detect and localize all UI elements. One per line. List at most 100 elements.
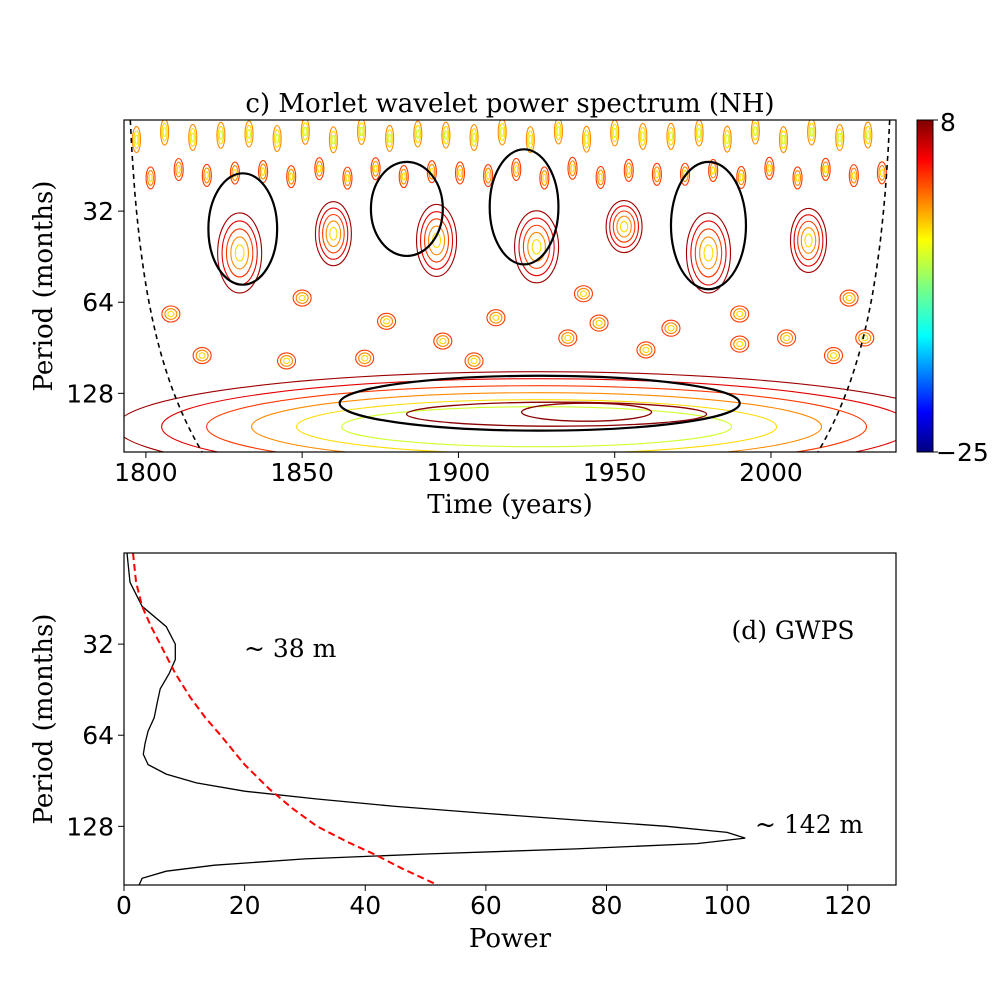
contour-ring <box>556 126 561 136</box>
contour-band <box>124 371 896 452</box>
contour-ring <box>442 125 450 145</box>
coi-right <box>817 120 891 452</box>
contour-ring <box>188 123 198 151</box>
contour-ring <box>576 287 590 300</box>
colorbar <box>916 119 934 453</box>
contour-ring <box>361 355 369 362</box>
contour-ring <box>279 355 294 367</box>
coi-left <box>129 120 203 452</box>
contour-ring <box>767 164 772 173</box>
contour-ring <box>282 357 291 365</box>
contour-ring <box>272 124 282 153</box>
contour-ring <box>823 346 844 365</box>
contour-ring <box>470 357 478 365</box>
contour-ring <box>654 170 659 179</box>
colorbar-min-label: −25 <box>936 438 989 467</box>
wavelet-panel: c) Morlet wavelet power spectrum (NH) 18… <box>29 89 989 520</box>
contour-ring <box>428 225 446 256</box>
contour-ring <box>527 130 534 149</box>
contour-ring <box>876 161 887 185</box>
wavelet-x-tick-label: 1800 <box>114 458 178 487</box>
gwps-lines <box>126 553 746 885</box>
contour-ring <box>358 122 365 141</box>
contour-ring <box>314 201 352 267</box>
contour-ring <box>286 165 297 189</box>
contour-ring <box>376 312 397 330</box>
contour-ring <box>295 292 309 304</box>
contour-ring <box>619 220 629 233</box>
contour-ring <box>225 228 254 278</box>
contour-ring <box>623 158 634 182</box>
contour-ring <box>783 334 791 342</box>
annotation-142m: ~ 142 m <box>755 810 864 839</box>
contour-ring <box>780 332 794 344</box>
contour-ring <box>612 210 636 243</box>
colorbar-max-label: 8 <box>940 108 956 137</box>
contour-ring <box>561 332 575 344</box>
contour-ring <box>414 124 422 144</box>
wavelet-y-tick-label: 32 <box>82 197 114 226</box>
contour-ring <box>667 127 675 146</box>
contour-ring <box>808 122 815 142</box>
gwps-x-tick-label: 120 <box>824 891 872 920</box>
contour-ring <box>273 129 281 148</box>
contour-ring <box>161 122 168 142</box>
contour-ring <box>722 125 732 153</box>
contour-ring <box>780 130 787 149</box>
contour-ring <box>837 132 842 143</box>
cone-of-influence <box>129 120 891 452</box>
wavelet-y-ticks: 32 64 128 <box>66 197 124 408</box>
contour-ring <box>653 166 661 183</box>
contour-ring <box>865 130 870 140</box>
contour-ring <box>845 294 853 302</box>
contour-ring <box>820 157 831 181</box>
contour-ring <box>372 160 380 177</box>
contour-ring <box>777 329 797 347</box>
contour-ring <box>595 319 603 327</box>
contour-ring <box>317 164 322 173</box>
contour-ring <box>525 126 535 154</box>
contour-ring <box>454 161 466 185</box>
significance-contour <box>669 160 748 291</box>
contour-ring <box>851 171 856 180</box>
significance-contour <box>338 374 741 432</box>
contour-ring <box>642 346 650 354</box>
contour-ring <box>328 126 338 154</box>
contour-ring <box>752 121 759 141</box>
contour-ring <box>221 220 258 286</box>
contour-ring <box>292 289 312 307</box>
contour-ring <box>679 162 691 186</box>
wavelet-y-tick-label: 64 <box>82 288 114 317</box>
contour-ring <box>850 167 858 184</box>
contour-ring <box>234 244 245 262</box>
contour-ring <box>724 129 731 149</box>
contour-ring <box>382 318 391 325</box>
contour-ring <box>216 121 226 149</box>
contour-ring <box>416 203 458 277</box>
contour-ring <box>878 164 886 181</box>
contour-ring <box>681 166 689 183</box>
contour-ring <box>592 317 606 329</box>
contour-ring <box>457 168 463 178</box>
contour-ring <box>230 236 249 270</box>
contour-ring <box>415 129 420 139</box>
contour-ring <box>436 335 450 347</box>
contour-ring <box>413 120 423 148</box>
contour-ring <box>443 130 448 141</box>
contour-ring <box>512 161 520 178</box>
contour-ring <box>736 310 744 318</box>
contour-ring <box>531 239 542 255</box>
contour-ring <box>359 126 364 137</box>
peak-contour <box>520 402 653 422</box>
contour-ring <box>198 352 206 359</box>
contour-ring <box>498 122 506 142</box>
gwps-y-tick-label: 64 <box>82 721 114 750</box>
contour-ring <box>639 344 653 356</box>
significance-contour <box>488 148 560 266</box>
contour-ring <box>610 120 620 147</box>
contour-ring <box>472 132 477 143</box>
contour-ring <box>470 128 478 147</box>
contour-ring <box>778 126 789 154</box>
